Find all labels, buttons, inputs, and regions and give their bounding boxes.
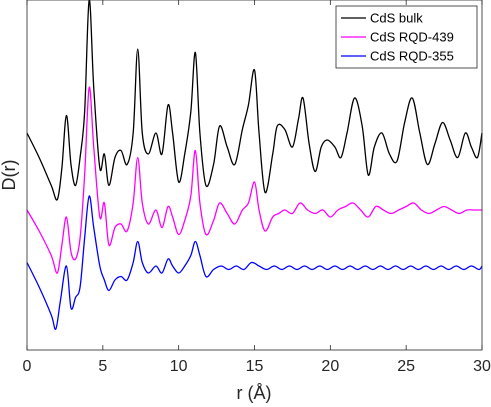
y-axis-title: D(r): [0, 160, 19, 191]
x-tick-label: 30: [473, 358, 491, 375]
series-line-2: [26, 86, 482, 274]
x-axis-title: r (Å): [237, 383, 272, 403]
x-tick-label: 5: [98, 358, 107, 375]
legend-label: CdS RQD-355: [370, 49, 454, 64]
x-tick-label: 25: [397, 358, 415, 375]
legend: CdS bulk CdS RQD-439 CdS RQD-355: [335, 5, 478, 69]
legend-label: CdS RQD-439: [370, 30, 454, 45]
x-tick-label: 10: [170, 358, 188, 375]
series-line-3: [26, 195, 483, 331]
legend-label: CdS bulk: [370, 11, 423, 26]
x-tick-label: 15: [246, 358, 264, 375]
series-layer: [26, 0, 483, 331]
x-tick-label: 0: [23, 358, 32, 375]
ticks-layer: 0 5 10 15 20 25 30: [23, 0, 491, 375]
series-line-1: [26, 0, 483, 201]
x-tick-label: 20: [321, 358, 339, 375]
